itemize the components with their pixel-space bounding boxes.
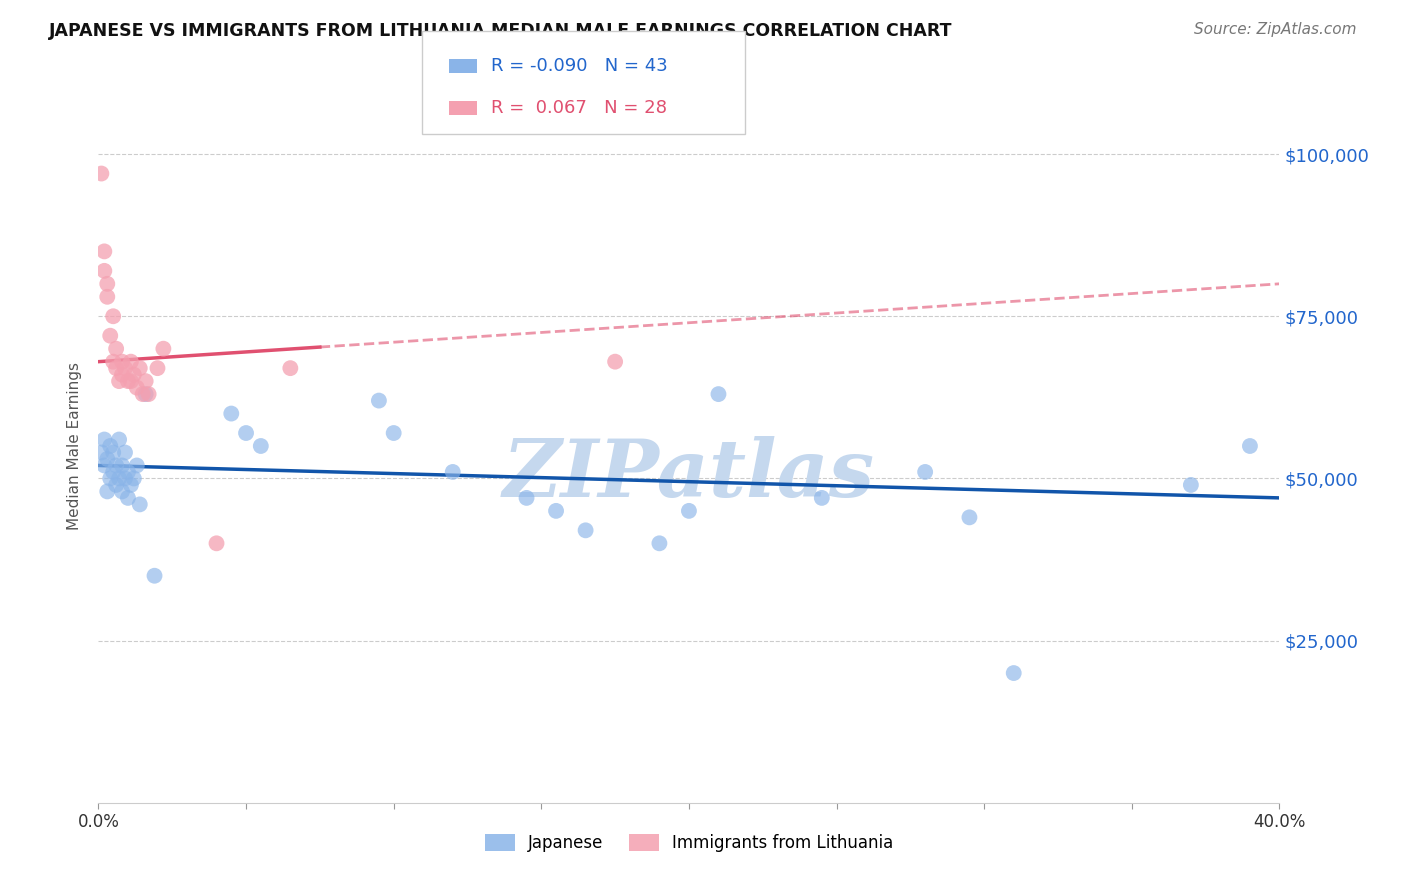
Point bbox=[1002, 666, 1025, 681]
Point bbox=[96, 484, 118, 499]
Point bbox=[546, 504, 568, 518]
Point bbox=[368, 393, 391, 408]
Point bbox=[120, 354, 142, 368]
Point bbox=[516, 491, 538, 505]
Point bbox=[90, 445, 112, 459]
Point bbox=[648, 536, 671, 550]
Point bbox=[441, 465, 464, 479]
Point bbox=[98, 439, 121, 453]
Y-axis label: Median Male Earnings: Median Male Earnings bbox=[67, 362, 83, 530]
Point bbox=[105, 458, 128, 473]
Text: R = -0.090   N = 43: R = -0.090 N = 43 bbox=[491, 57, 668, 75]
Point bbox=[146, 361, 169, 376]
Point bbox=[382, 425, 405, 440]
Point bbox=[125, 381, 148, 395]
Point bbox=[93, 433, 115, 447]
Point bbox=[117, 491, 139, 505]
Point bbox=[122, 471, 145, 485]
Point bbox=[114, 445, 136, 459]
Point bbox=[103, 445, 125, 459]
Point bbox=[93, 244, 115, 259]
Point bbox=[250, 439, 273, 453]
Point bbox=[117, 374, 139, 388]
Point bbox=[132, 387, 155, 401]
Text: JAPANESE VS IMMIGRANTS FROM LITHUANIA MEDIAN MALE EARNINGS CORRELATION CHART: JAPANESE VS IMMIGRANTS FROM LITHUANIA ME… bbox=[49, 22, 953, 40]
Point bbox=[125, 458, 148, 473]
Point bbox=[96, 452, 118, 467]
Point bbox=[114, 471, 136, 485]
Point bbox=[111, 354, 134, 368]
Point bbox=[103, 465, 125, 479]
Point bbox=[128, 361, 150, 376]
Point bbox=[143, 568, 166, 582]
Point bbox=[205, 536, 228, 550]
Point bbox=[280, 361, 302, 376]
Point bbox=[103, 310, 125, 324]
Point bbox=[1239, 439, 1261, 453]
Point bbox=[114, 361, 136, 376]
Point bbox=[120, 478, 142, 492]
Text: Source: ZipAtlas.com: Source: ZipAtlas.com bbox=[1194, 22, 1357, 37]
Point bbox=[575, 524, 598, 538]
Point bbox=[90, 167, 112, 181]
Point bbox=[103, 354, 125, 368]
Point bbox=[678, 504, 700, 518]
Point bbox=[707, 387, 730, 401]
Point bbox=[914, 465, 936, 479]
Point bbox=[108, 471, 131, 485]
Point bbox=[138, 387, 160, 401]
Point bbox=[96, 277, 118, 291]
Point bbox=[120, 374, 142, 388]
Point bbox=[98, 471, 121, 485]
Point bbox=[1180, 478, 1202, 492]
Point bbox=[111, 458, 134, 473]
Point bbox=[235, 425, 257, 440]
Point bbox=[111, 368, 134, 382]
Text: R =  0.067   N = 28: R = 0.067 N = 28 bbox=[491, 99, 666, 117]
Point bbox=[221, 407, 243, 421]
Point bbox=[128, 497, 150, 511]
Point bbox=[105, 342, 128, 356]
Point bbox=[117, 465, 139, 479]
Point bbox=[111, 484, 134, 499]
Text: ZIPatlas: ZIPatlas bbox=[503, 436, 875, 513]
Point bbox=[810, 491, 832, 505]
Point bbox=[98, 328, 121, 343]
Point bbox=[152, 342, 174, 356]
Point bbox=[96, 290, 118, 304]
Legend: Japanese, Immigrants from Lithuania: Japanese, Immigrants from Lithuania bbox=[478, 827, 900, 859]
Point bbox=[122, 368, 145, 382]
Point bbox=[105, 478, 128, 492]
Point bbox=[605, 354, 627, 368]
Point bbox=[959, 510, 981, 524]
Point bbox=[93, 458, 115, 473]
Point bbox=[108, 374, 131, 388]
Point bbox=[135, 374, 157, 388]
Point bbox=[105, 361, 128, 376]
Point bbox=[108, 433, 131, 447]
Point bbox=[135, 387, 157, 401]
Point bbox=[93, 264, 115, 278]
